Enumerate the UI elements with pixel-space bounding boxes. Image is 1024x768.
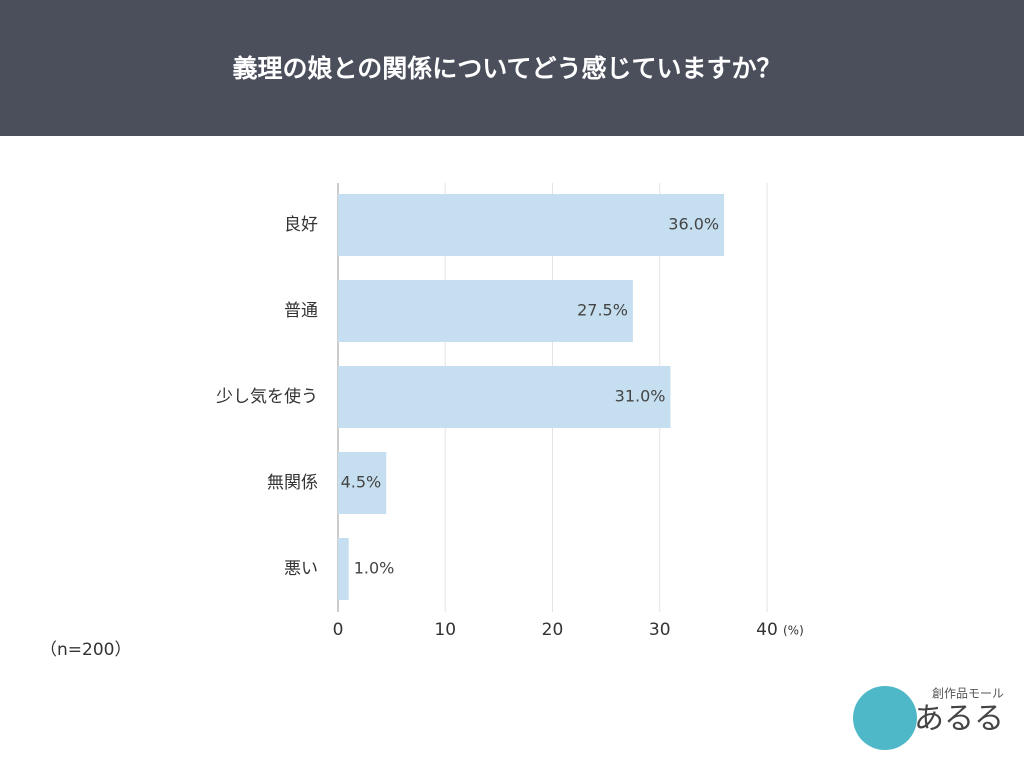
bar [338, 538, 349, 600]
chart-title: 義理の娘との関係についてどう感じていますか？ [232, 54, 781, 83]
bar [338, 280, 633, 342]
logo-name: あるる [914, 702, 1004, 737]
x-tick-label: 10 [434, 620, 456, 640]
value-label: 31.0% [615, 387, 666, 406]
y-tick-label: 良好 [284, 215, 318, 235]
y-tick-label: 少し気を使う [216, 386, 318, 407]
value-label: 27.5% [577, 301, 628, 320]
x-unit: (%) [783, 624, 804, 638]
y-tick-label: 普通 [284, 301, 318, 321]
x-tick-label: 20 [542, 620, 564, 640]
value-label: 36.0% [668, 215, 719, 234]
value-label: 1.0% [354, 559, 395, 578]
sample-note: （n=200） [40, 640, 131, 660]
y-tick-label: 悪い [284, 559, 318, 579]
bar [338, 194, 725, 256]
logo-circle [853, 686, 917, 750]
value-label: 4.5% [341, 473, 382, 492]
y-tick-label: 無関係 [267, 473, 318, 493]
logo-tagline: 創作品モール [932, 687, 1004, 701]
x-tick-label: 0 [333, 620, 344, 640]
x-tick-label: 30 [649, 620, 671, 640]
logo: 創作品モール あるる [853, 686, 1004, 750]
x-tick-label: 40 [756, 620, 778, 640]
header-band [0, 0, 1024, 136]
bar [338, 366, 671, 428]
bar [338, 452, 387, 514]
